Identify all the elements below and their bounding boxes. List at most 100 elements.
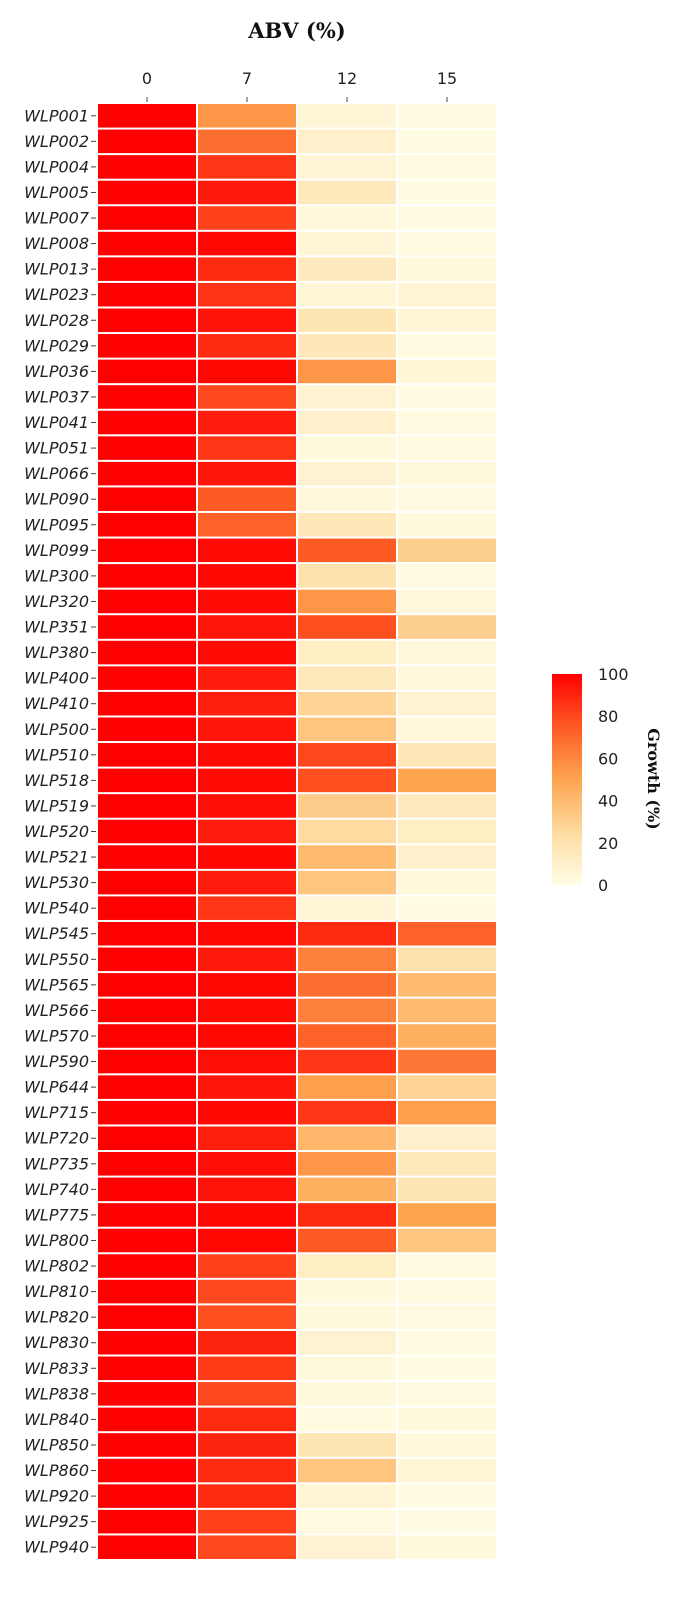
y-tick-label: WLP540	[24, 899, 89, 918]
heatmap-cell	[198, 743, 296, 767]
y-tick-label: WLP833	[24, 1359, 89, 1378]
heatmap-cell	[398, 1356, 496, 1381]
heatmap-cell	[398, 538, 496, 563]
y-tick-label: WLP519	[24, 796, 89, 815]
heatmap-cell	[198, 1382, 296, 1406]
y-tick-label: WLP802	[24, 1257, 89, 1276]
heatmap-cell	[198, 1279, 296, 1304]
heatmap-cell	[298, 206, 396, 230]
heatmap-cell	[198, 1152, 296, 1176]
heatmap-cell	[198, 104, 296, 128]
heatmap-cell	[298, 691, 396, 716]
y-tick-label: WLP001	[24, 106, 89, 125]
heatmap-cell	[198, 1484, 296, 1508]
heatmap-cell	[98, 973, 196, 997]
heatmap-cell	[198, 589, 296, 614]
heatmap-cell	[198, 129, 296, 154]
heatmap-cell	[298, 998, 396, 1023]
colorbar-tick-label: 60	[598, 749, 618, 768]
heatmap-cell	[298, 487, 396, 511]
y-tick-label: WLP860	[24, 1461, 89, 1480]
heatmap-cell	[98, 589, 196, 614]
heatmap-cell	[298, 1126, 396, 1151]
heatmap-cell	[298, 231, 396, 256]
heatmap-cell	[298, 410, 396, 435]
heatmap-cell	[398, 998, 496, 1023]
heatmap-cell	[98, 487, 196, 511]
y-tick-label: WLP820	[24, 1308, 89, 1327]
heatmap-cell	[298, 845, 396, 869]
heatmap-cell	[198, 1433, 296, 1457]
heatmap-cell	[298, 1407, 396, 1432]
y-tick-label: WLP720	[24, 1129, 89, 1148]
heatmap-cell	[398, 768, 496, 793]
heatmap-cell	[298, 1535, 396, 1559]
heatmap-cell	[398, 104, 496, 128]
heatmap-cell	[298, 1484, 396, 1508]
heatmap-cell	[98, 1075, 196, 1099]
heatmap-cell	[398, 870, 496, 895]
heatmap-cell	[298, 308, 396, 333]
heatmap-cell	[398, 487, 496, 511]
heatmap-cell	[298, 1382, 396, 1406]
heatmap-cell	[98, 1305, 196, 1329]
heatmap-cell	[398, 180, 496, 205]
heatmap-cell	[198, 1024, 296, 1048]
y-tick-label: WLP095	[24, 515, 89, 534]
heatmap-cell	[398, 589, 496, 614]
y-tick-label: WLP410	[24, 694, 89, 713]
heatmap-cells	[98, 104, 496, 1559]
heatmap-cell	[98, 870, 196, 895]
heatmap-cell	[198, 180, 296, 205]
y-tick-label: WLP590	[24, 1052, 89, 1071]
heatmap-cell	[298, 1203, 396, 1227]
chart-title: ABV (%)	[247, 18, 345, 43]
heatmap-cell	[298, 1049, 396, 1074]
heatmap-cell	[98, 1177, 196, 1202]
heatmap-cell	[198, 1356, 296, 1381]
heatmap-cell	[98, 129, 196, 154]
heatmap-cell	[298, 1152, 396, 1176]
heatmap-cell	[298, 870, 396, 895]
heatmap-cell	[198, 921, 296, 946]
colorbar-tick-label: 40	[598, 792, 618, 811]
y-tick-label: WLP400	[24, 669, 89, 688]
heatmap-cell	[98, 1100, 196, 1125]
heatmap-cell	[98, 104, 196, 128]
heatmap-cell	[298, 1254, 396, 1278]
heatmap-cell	[398, 1100, 496, 1125]
heatmap-cell	[198, 1509, 296, 1534]
y-tick-label: WLP530	[24, 873, 89, 892]
x-tick-label: 12	[337, 69, 357, 88]
heatmap-cell	[298, 640, 396, 665]
heatmap-cell	[398, 1407, 496, 1432]
heatmap-cell	[398, 1509, 496, 1534]
heatmap-cell	[198, 538, 296, 563]
y-tick-label: WLP920	[24, 1487, 89, 1506]
heatmap-cell	[398, 1484, 496, 1508]
heatmap-cell	[198, 615, 296, 639]
heatmap-cell	[198, 155, 296, 179]
colorbar-tick-label: 20	[598, 834, 618, 853]
y-tick-label: WLP300	[24, 566, 89, 585]
y-tick-label: WLP002	[24, 132, 89, 151]
heatmap-cell	[98, 1407, 196, 1432]
heatmap-cell	[198, 461, 296, 486]
heatmap-cell	[298, 819, 396, 844]
heatmap-cell	[398, 206, 496, 230]
heatmap-cell	[298, 947, 396, 972]
heatmap-cell	[298, 155, 396, 179]
heatmap-cell	[398, 1024, 496, 1048]
x-tick-label: 7	[242, 69, 252, 88]
heatmap-cell	[298, 359, 396, 384]
y-tick-label: WLP545	[24, 924, 89, 943]
heatmap-cell	[298, 794, 396, 818]
heatmap-cell	[298, 461, 396, 486]
heatmap-cell	[398, 794, 496, 818]
heatmap-cell	[98, 1356, 196, 1381]
y-tick-label: WLP320	[24, 592, 89, 611]
heatmap-cell	[398, 615, 496, 639]
heatmap-cell	[98, 512, 196, 537]
heatmap-cell	[198, 666, 296, 690]
y-tick-label: WLP510	[24, 745, 89, 764]
